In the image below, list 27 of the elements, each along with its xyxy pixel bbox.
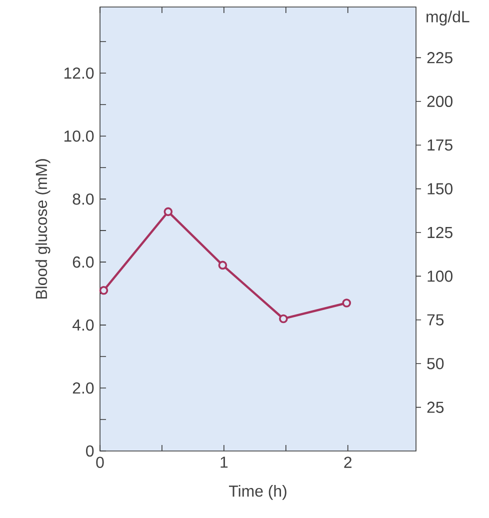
y2-tick-label: 125 bbox=[428, 226, 452, 238]
y2-tick-label: 50 bbox=[427, 358, 444, 370]
x-tick-label: 0 bbox=[96, 456, 104, 468]
point bbox=[279, 314, 288, 324]
point bbox=[164, 207, 173, 216]
y-tick-label: 12.0 bbox=[64, 67, 94, 79]
y2-axis-title: mg/dL bbox=[426, 10, 470, 26]
point bbox=[218, 260, 228, 270]
y-axis-title: Blood glucose (mM) bbox=[35, 159, 50, 299]
y2-tick-label: 225 bbox=[427, 52, 452, 64]
x-tick-label: 1 bbox=[220, 456, 228, 468]
y2-tick-label: 25 bbox=[427, 402, 444, 413]
y-tick-label: 4.0 bbox=[72, 319, 94, 331]
y2-tick-label: 75 bbox=[427, 314, 444, 326]
y-tick-label: 0 bbox=[86, 445, 94, 457]
y2-tick-label: 100 bbox=[428, 270, 452, 282]
x-tick-label: 2 bbox=[344, 456, 352, 468]
y2-tick-label: 200 bbox=[427, 96, 452, 108]
x-axis-title: Time (h) bbox=[228, 485, 286, 500]
y-tick-label: 10.0 bbox=[64, 130, 94, 142]
y-tick-label: 2.0 bbox=[72, 382, 94, 394]
y-tick-label: 6.0 bbox=[72, 256, 94, 268]
y2-tick-label: 175 bbox=[428, 140, 452, 151]
point bbox=[342, 298, 352, 308]
y2-tick-label: 150 bbox=[428, 183, 452, 194]
point bbox=[99, 286, 108, 295]
y-tick-label: 8.0 bbox=[72, 193, 94, 205]
